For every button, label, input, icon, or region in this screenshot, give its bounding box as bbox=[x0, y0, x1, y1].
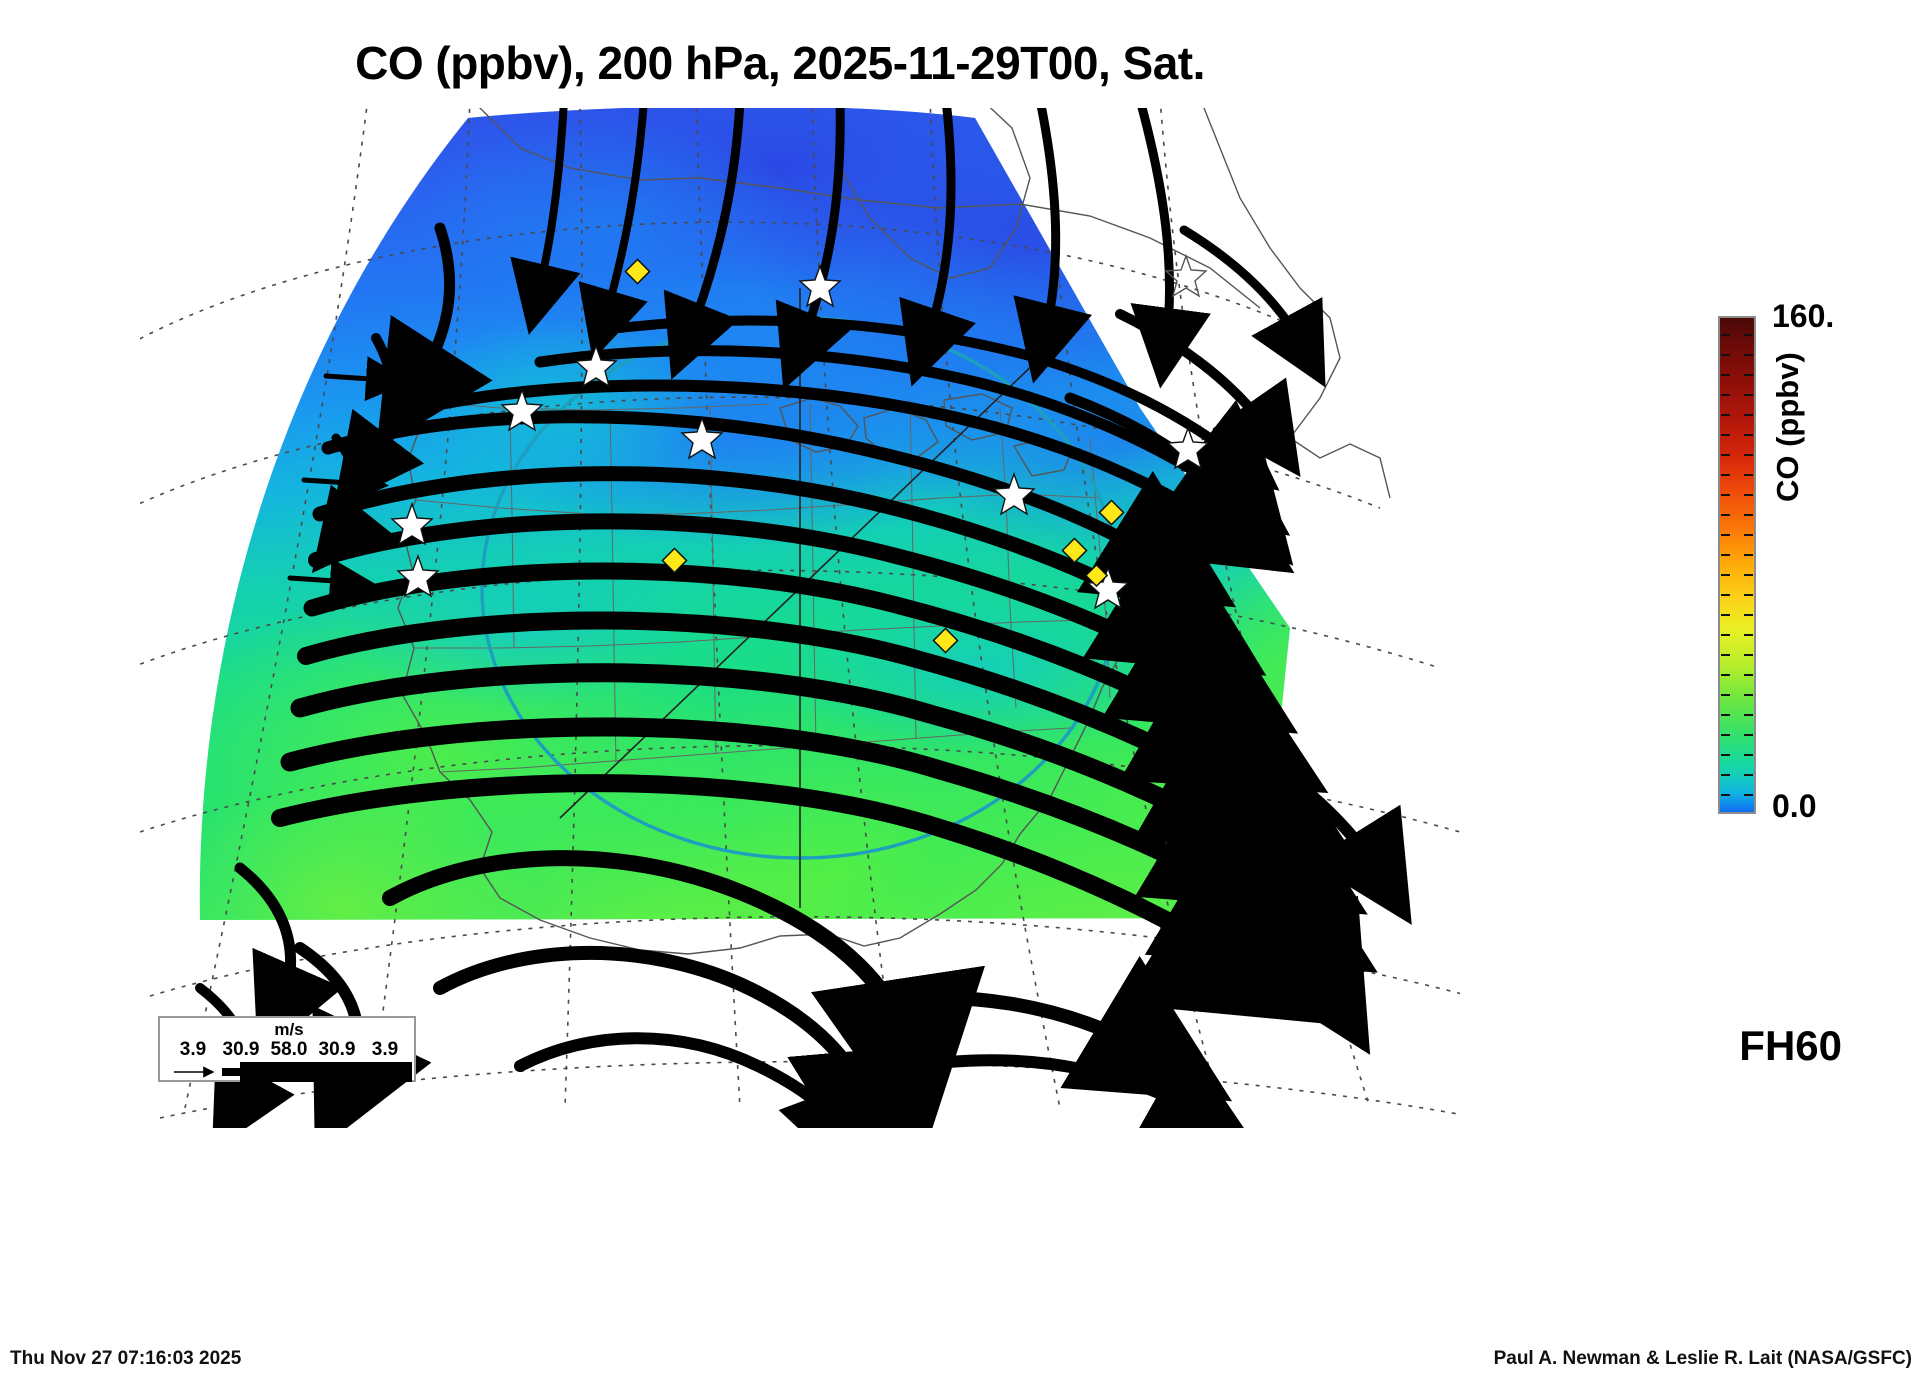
station-marker[interactable] bbox=[1166, 425, 1210, 470]
wind-legend-value-1: 3.9 bbox=[179, 1039, 207, 1060]
wind-legend-value-3: 58.0 bbox=[270, 1039, 308, 1060]
station-marker[interactable] bbox=[390, 501, 434, 546]
attribution-text: Paul A. Newman & Leslie R. Lait (NASA/GS… bbox=[1493, 1348, 1912, 1369]
station-marker[interactable] bbox=[396, 553, 440, 598]
station-marker[interactable] bbox=[992, 471, 1036, 516]
station-markers[interactable] bbox=[390, 253, 1210, 610]
colorbar-max-label: 160. bbox=[1772, 298, 1835, 334]
page-title: CO (ppbv), 200 hPa, 2025-11-29T00, Sat. bbox=[355, 37, 1205, 89]
site-marker[interactable] bbox=[1061, 537, 1088, 564]
wind-legend-arrow-scale bbox=[174, 1062, 412, 1082]
site-marker[interactable] bbox=[1098, 499, 1125, 526]
generation-timestamp: Thu Nov 27 07:16:03 2025 bbox=[10, 1348, 242, 1369]
wind-legend-value-2: 30.9 bbox=[222, 1039, 260, 1060]
station-marker[interactable] bbox=[574, 343, 618, 388]
colorbar: 160. 0.0 CO (ppbv) bbox=[1718, 298, 1834, 824]
station-marker[interactable] bbox=[1164, 253, 1208, 298]
station-marker[interactable] bbox=[798, 263, 842, 308]
colorbar-min-label: 0.0 bbox=[1772, 788, 1817, 824]
wind-speed-legend: m/s 3.9 30.9 58.0 30.9 3.9 bbox=[158, 1016, 416, 1082]
forecast-hour-label: FH60 bbox=[1739, 1022, 1842, 1069]
colorbar-gradient bbox=[1718, 316, 1756, 814]
wind-legend-value-5: 3.9 bbox=[371, 1039, 399, 1060]
colorbar-axis-title: CO (ppbv) bbox=[1770, 352, 1805, 502]
site-marker[interactable] bbox=[1084, 563, 1109, 588]
station-marker[interactable] bbox=[680, 415, 724, 460]
site-markers[interactable] bbox=[624, 258, 1125, 654]
map-panel[interactable] bbox=[140, 108, 1460, 1128]
map-canvas[interactable] bbox=[140, 108, 1460, 1128]
site-marker[interactable] bbox=[661, 547, 688, 574]
site-marker[interactable] bbox=[932, 627, 959, 654]
site-marker[interactable] bbox=[624, 258, 651, 285]
wind-legend-unit: m/s bbox=[274, 1020, 304, 1039]
station-marker[interactable] bbox=[500, 387, 544, 432]
wind-legend-value-4: 30.9 bbox=[318, 1039, 356, 1060]
